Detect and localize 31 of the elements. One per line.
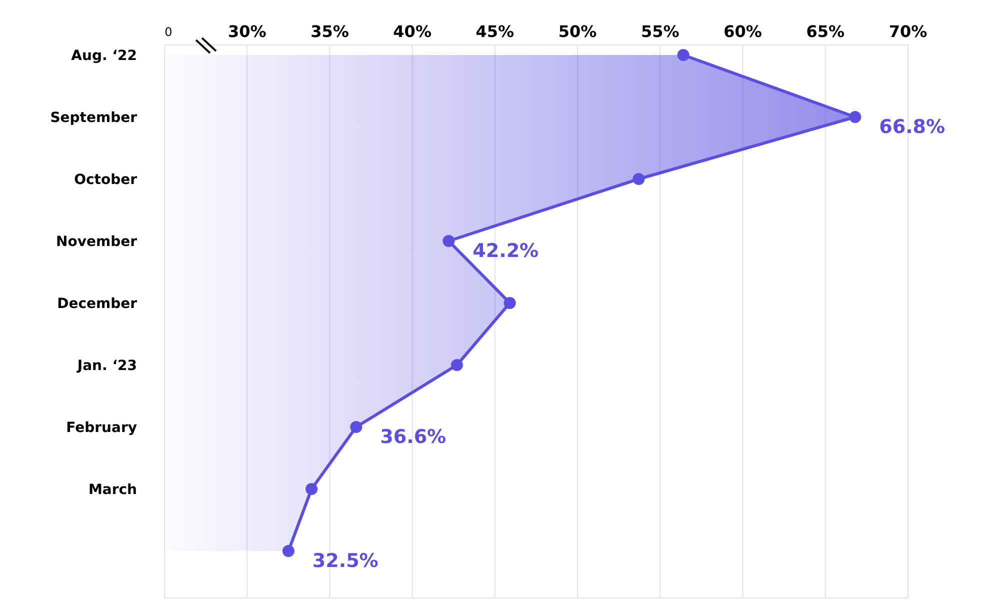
x-tick-label: 40% (393, 22, 432, 41)
x-tick-label: 45% (476, 22, 514, 41)
x-tick-label: 35% (310, 22, 349, 41)
point (849, 111, 862, 123)
data-label: 32.5% (312, 550, 378, 572)
point (282, 545, 294, 557)
x-tick-label: 70% (888, 22, 928, 41)
y-tick-label: February (66, 420, 137, 436)
y-tick-label: Jan. ‘23 (76, 358, 137, 374)
data-label: 36.6% (380, 426, 446, 448)
y-tick-label: September (50, 110, 138, 126)
y-tick-label: October (74, 172, 138, 188)
data-label: 66.8% (879, 116, 946, 138)
x-tick-label: 65% (806, 22, 845, 41)
x-tick-label: 30% (228, 22, 266, 41)
data-label: 42.2% (472, 240, 539, 262)
point (306, 483, 318, 495)
y-tick-label: December (57, 296, 138, 312)
point (450, 359, 463, 371)
x-tick-label: 50% (558, 22, 597, 41)
point (350, 421, 362, 433)
point (442, 235, 455, 247)
point (677, 49, 690, 61)
point (504, 297, 516, 309)
point (632, 173, 645, 185)
y-tick-label: Aug. ‘22 (71, 48, 137, 64)
text: 0 (164, 25, 172, 39)
x-tick-label: 60% (724, 22, 762, 41)
x-tick-label: 55% (641, 22, 680, 41)
y-tick-label: March (88, 482, 137, 498)
y-tick-label: November (56, 234, 138, 250)
